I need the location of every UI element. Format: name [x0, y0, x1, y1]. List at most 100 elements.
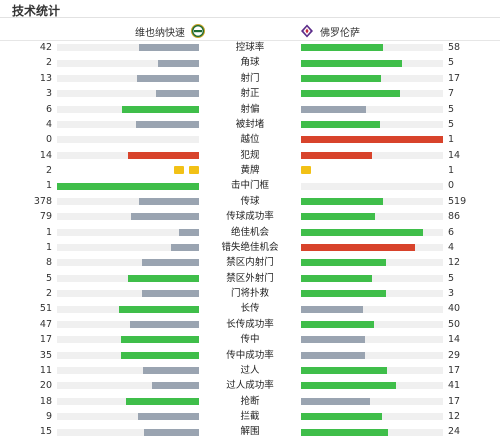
away-bar — [301, 397, 370, 405]
away-team-header[interactable]: 佛罗伦萨 — [300, 24, 500, 39]
away-bar-track — [301, 121, 443, 129]
title-divider — [0, 17, 500, 18]
home-bar-track — [57, 44, 199, 52]
away-bar-track — [301, 59, 443, 67]
away-bar-track — [301, 367, 443, 375]
away-bar-track — [301, 428, 443, 436]
home-bar-track — [57, 382, 199, 390]
stat-label: 射门 — [240, 72, 260, 84]
home-value: 13 — [39, 72, 52, 84]
home-bar — [178, 228, 199, 236]
home-bar — [119, 305, 199, 313]
away-bar — [301, 428, 389, 436]
stat-row-25: 9 拦截 12 — [0, 409, 500, 424]
home-bar-track — [57, 397, 199, 405]
home-bar — [121, 105, 199, 113]
home-bar-track — [57, 274, 199, 282]
away-value: 14 — [448, 149, 461, 161]
home-bar-track — [57, 90, 199, 98]
away-bar-track — [301, 244, 443, 252]
away-bar-track — [301, 151, 443, 159]
home-bar — [158, 59, 199, 67]
away-value: 12 — [448, 257, 461, 269]
stat-label: 控球率 — [235, 42, 265, 53]
stat-label: 错失绝佳机会 — [221, 241, 279, 253]
home-value: 51 — [39, 303, 52, 315]
home-value: 35 — [39, 349, 52, 361]
stat-label: 门将扑救 — [230, 288, 269, 299]
home-bar — [121, 351, 199, 359]
home-bar-track — [57, 367, 199, 375]
home-bar — [125, 397, 199, 405]
home-value: 1 — [45, 226, 52, 238]
away-bar-track — [301, 274, 443, 282]
stat-label: 过人成功率 — [226, 380, 274, 392]
away-bar-track — [301, 74, 443, 82]
away-value: 3 — [448, 288, 455, 299]
home-team-name: 维也纳快速 — [135, 27, 185, 39]
away-value: 14 — [448, 334, 461, 346]
away-bar — [301, 74, 382, 82]
home-bar-track — [57, 182, 199, 190]
home-bar-track — [57, 136, 199, 144]
away-bar-track — [301, 351, 443, 359]
away-bar — [301, 151, 372, 159]
stat-row-16: 5 禁区外射门 5 — [0, 271, 500, 286]
stat-label: 射偏 — [240, 103, 260, 115]
stat-label: 抢断 — [240, 395, 260, 407]
home-value: 14 — [39, 149, 52, 161]
away-yellow-cards — [301, 166, 311, 175]
stat-row-24: 18 抢断 17 — [0, 394, 500, 409]
stat-row-22: 11 过人 17 — [0, 363, 500, 378]
away-bar-track — [301, 197, 443, 205]
away-bar — [301, 121, 380, 129]
away-bar — [301, 228, 423, 236]
home-bar — [130, 320, 199, 328]
home-value: 1 — [45, 241, 52, 253]
away-value: 17 — [448, 395, 461, 407]
home-bar — [142, 290, 199, 298]
away-value: 5 — [448, 118, 455, 130]
home-bar-track — [57, 320, 199, 328]
away-value: 7 — [448, 88, 455, 100]
home-team-header[interactable]: 维也纳快速 — [0, 24, 205, 39]
home-value: 11 — [39, 364, 52, 376]
home-value: 2 — [45, 288, 52, 299]
away-value: 40 — [448, 303, 461, 315]
away-bar — [301, 90, 401, 98]
away-bar-track — [301, 136, 443, 144]
away-value: 50 — [448, 318, 461, 330]
home-value: 9 — [45, 411, 52, 422]
home-bar — [144, 428, 199, 436]
away-bar-track — [301, 213, 443, 221]
home-bar — [137, 74, 199, 82]
home-value: 47 — [39, 318, 52, 330]
home-value: 79 — [39, 211, 52, 223]
away-value: 29 — [448, 349, 461, 361]
away-bar — [301, 44, 384, 52]
stat-row-8: 14 犯规 14 — [0, 148, 500, 163]
stat-label: 长传成功率 — [226, 318, 274, 330]
home-bar — [139, 197, 199, 205]
stat-row-14: 1 错失绝佳机会 4 — [0, 240, 500, 255]
away-bar-track — [301, 336, 443, 344]
away-bar — [301, 259, 387, 267]
home-value: 20 — [39, 380, 52, 392]
stat-label: 过人 — [240, 364, 260, 376]
away-bar-track — [301, 90, 443, 98]
home-bar-track — [57, 121, 199, 129]
away-bar-track — [301, 382, 443, 390]
stat-label: 被封堵 — [235, 118, 265, 130]
away-value: 41 — [448, 380, 461, 392]
away-value: 12 — [448, 411, 461, 422]
stat-row-11: 378 传球 519 — [0, 194, 500, 209]
stat-label: 传球 — [240, 195, 260, 207]
away-value: 519 — [448, 195, 467, 207]
home-value: 15 — [39, 426, 52, 438]
stat-label: 传中 — [240, 334, 260, 346]
away-bar-track — [301, 259, 443, 267]
stat-label: 绝佳机会 — [230, 226, 269, 238]
away-value: 5 — [448, 57, 455, 69]
home-value: 42 — [39, 42, 52, 53]
